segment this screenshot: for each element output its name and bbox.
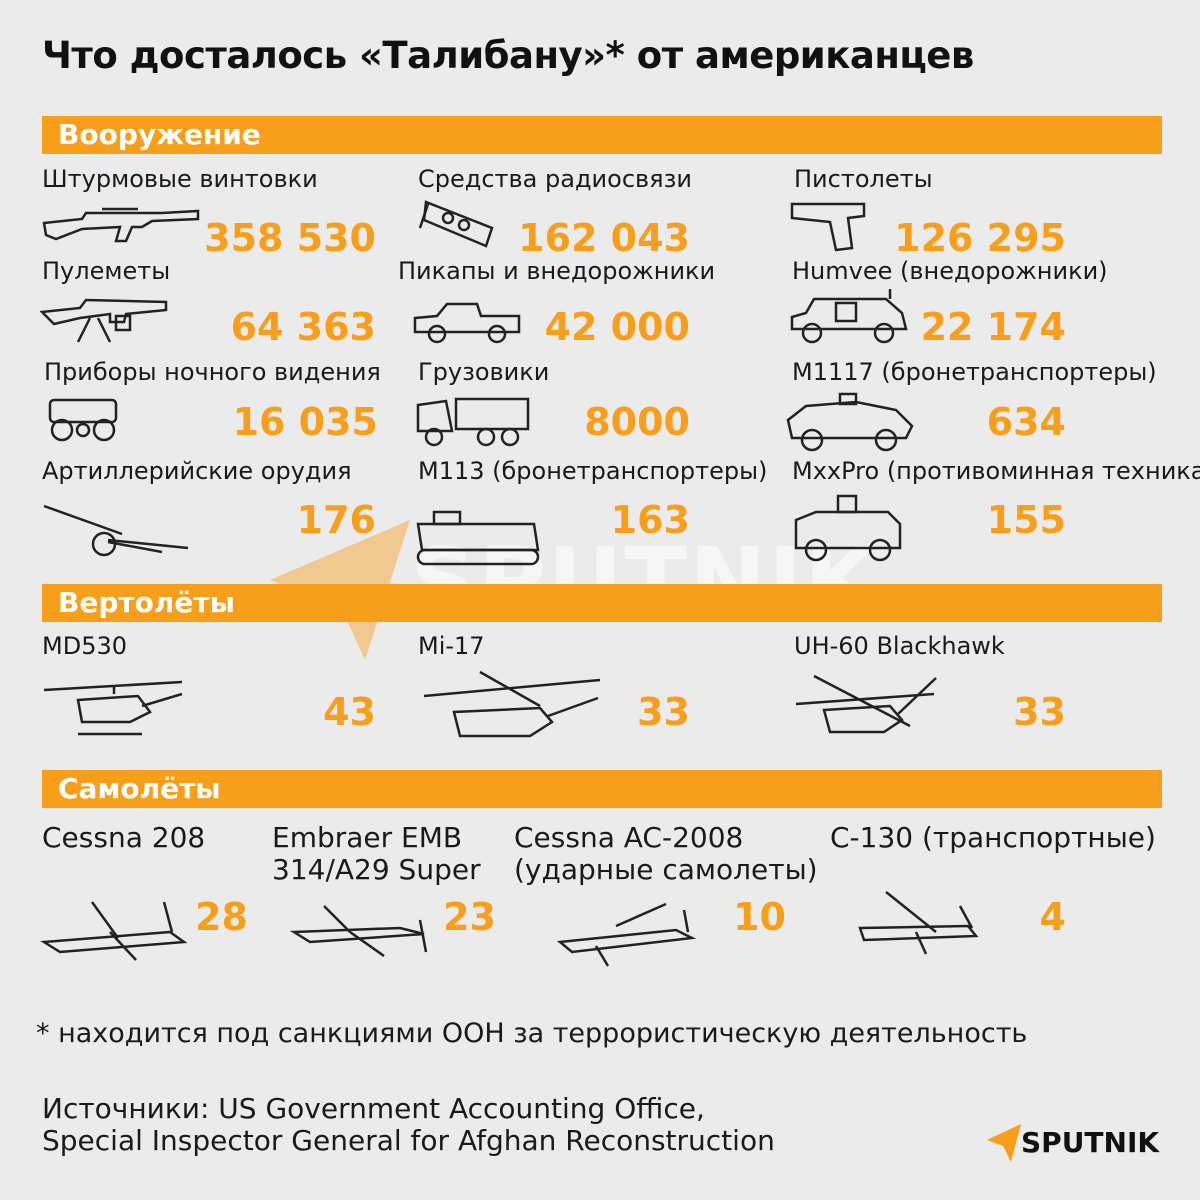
pistol-icon <box>790 200 870 252</box>
weapon-label: M113 (бронетранспортеры) <box>418 457 768 485</box>
plane-label: Cessna 208 <box>42 821 206 854</box>
sources: Источники: US Government Accounting Offi… <box>42 1093 775 1157</box>
weapon-label: Грузовики <box>418 358 550 386</box>
helicopter-transport-icon <box>420 670 604 748</box>
weapon-label: Пистолеты <box>794 165 933 193</box>
plane-label: Embraer EMB <box>272 821 463 854</box>
weapon-label: M1117 (бронетранспортеры) <box>792 358 1157 386</box>
sources-line-1: Источники: US Government Accounting Offi… <box>42 1092 705 1125</box>
weapon-value: 42 000 <box>544 305 690 349</box>
footnote: * находится под санкциями ООН за террори… <box>36 1018 1028 1049</box>
sputnik-logo: SPUTNIK <box>985 1118 1165 1168</box>
machine-gun-icon <box>40 292 170 344</box>
helicopter-light-icon <box>42 676 186 740</box>
plane-label-line2: (ударные самолеты) <box>514 853 818 886</box>
weapon-value: 126 295 <box>894 216 1066 260</box>
turboprop-plane-icon <box>290 902 430 962</box>
sources-line-2: Special Inspector General for Afghan Rec… <box>42 1124 775 1157</box>
cargo-plane-icon <box>856 888 980 958</box>
humvee-icon <box>790 287 908 345</box>
truck-icon <box>416 395 532 447</box>
section-weapons: Вооружение <box>42 116 1162 154</box>
weapon-value: 162 043 <box>518 216 690 260</box>
section-helicopters-label: Вертолёты <box>58 586 235 619</box>
weapon-value: 163 <box>610 498 690 542</box>
weapon-label: Штурмовые винтовки <box>42 165 318 193</box>
weapon-value: 16 035 <box>232 400 378 444</box>
armored-car-icon <box>786 390 914 454</box>
plane-value: 28 <box>195 895 248 939</box>
weapon-label: Пулеметы <box>42 257 171 285</box>
mrap-icon <box>792 490 904 564</box>
logo-text: SPUTNIK <box>1021 1126 1160 1159</box>
section-planes-label: Самолёты <box>58 772 221 805</box>
night-vision-icon <box>42 392 126 444</box>
helicopter-blackhawk-icon <box>794 670 940 742</box>
weapon-value: 634 <box>986 400 1066 444</box>
section-helicopters: Вертолёты <box>42 584 1162 622</box>
attack-plane-icon <box>556 902 696 970</box>
plane-label: Cessna AC-2008 <box>514 821 744 854</box>
helicopter-label: Mi-17 <box>418 632 485 660</box>
weapon-label: Humvee (внедорожники) <box>792 257 1108 285</box>
weapon-label: Пикапы и внедорожники <box>398 257 716 285</box>
plane-value: 4 <box>1039 895 1066 939</box>
helicopter-label: UH-60 Blackhawk <box>794 632 1005 660</box>
weapon-label: Приборы ночного видения <box>44 358 381 386</box>
apc-tracked-icon <box>414 502 542 568</box>
weapon-label: Средства радиосвязи <box>418 165 692 193</box>
plane-label-line2: 314/A29 Super <box>272 853 481 886</box>
weapon-value: 8000 <box>584 400 690 444</box>
weapon-value: 22 174 <box>920 305 1066 349</box>
helicopter-value: 43 <box>323 690 376 734</box>
weapon-label: Артиллерийские орудия <box>42 457 352 485</box>
weapon-value: 358 530 <box>204 216 376 260</box>
plane-label: C-130 (транспортные) <box>830 821 1156 854</box>
section-planes: Самолёты <box>42 770 1162 808</box>
helicopter-label: MD530 <box>42 632 127 660</box>
weapon-value: 176 <box>296 498 376 542</box>
helicopter-value: 33 <box>1013 690 1066 734</box>
artillery-icon <box>42 500 192 558</box>
pickup-icon <box>413 300 521 344</box>
sputnik-logo-icon <box>987 1124 1021 1162</box>
rifle-icon <box>42 205 202 245</box>
cessna-plane-icon <box>40 898 188 970</box>
page-title: Что досталось «Талибану»* от американцев <box>42 34 974 77</box>
plane-value: 10 <box>733 895 786 939</box>
plane-value: 23 <box>443 895 496 939</box>
weapon-label: MxxPro (противоминная техника) <box>792 457 1200 485</box>
weapon-value: 64 363 <box>230 305 376 349</box>
radio-icon <box>418 198 498 250</box>
weapon-value: 155 <box>986 498 1066 542</box>
section-weapons-label: Вооружение <box>58 118 261 151</box>
helicopter-value: 33 <box>637 690 690 734</box>
